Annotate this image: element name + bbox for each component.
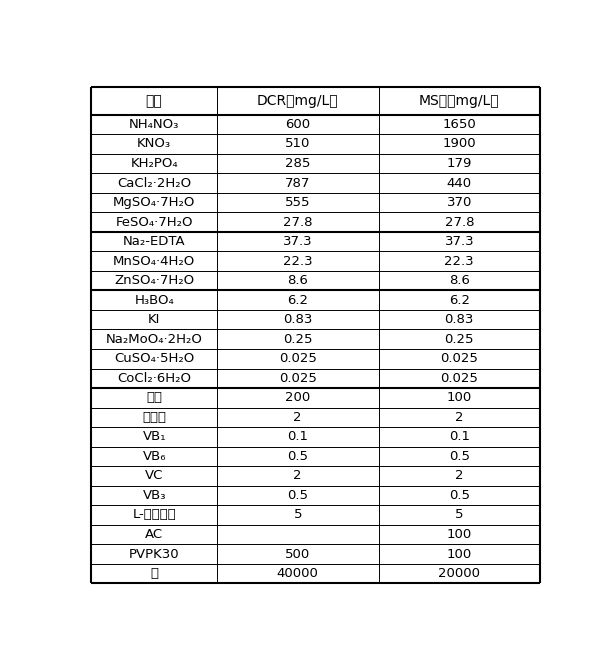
Text: 0.25: 0.25 (445, 333, 474, 346)
Text: 1900: 1900 (442, 137, 476, 151)
Text: 37.3: 37.3 (445, 235, 474, 248)
Text: VB₆: VB₆ (142, 450, 166, 463)
Text: L-半胱氨酸: L-半胱氨酸 (132, 509, 176, 521)
Text: 0.5: 0.5 (287, 450, 308, 463)
Text: 成份: 成份 (146, 94, 163, 108)
Text: CuSO₄·5H₂O: CuSO₄·5H₂O (114, 352, 194, 365)
Text: 8.6: 8.6 (287, 274, 308, 287)
Text: 2: 2 (293, 411, 302, 424)
Text: 0.83: 0.83 (445, 313, 474, 326)
Text: 8.6: 8.6 (449, 274, 470, 287)
Text: ZnSO₄·7H₂O: ZnSO₄·7H₂O (114, 274, 194, 287)
Text: 0.025: 0.025 (440, 372, 478, 384)
Text: 370: 370 (447, 196, 472, 209)
Text: 37.3: 37.3 (283, 235, 312, 248)
Text: 179: 179 (447, 157, 472, 170)
Text: MgSO₄·7H₂O: MgSO₄·7H₂O (113, 196, 195, 209)
Text: 5: 5 (455, 509, 464, 521)
Text: 100: 100 (447, 391, 472, 404)
Text: 285: 285 (285, 157, 310, 170)
Text: 2: 2 (293, 469, 302, 483)
Text: KNO₃: KNO₃ (137, 137, 171, 151)
Text: H₃BO₄: H₃BO₄ (134, 293, 174, 307)
Text: 555: 555 (285, 196, 310, 209)
Text: 22.3: 22.3 (445, 254, 474, 268)
Text: VB₃: VB₃ (142, 489, 166, 502)
Text: KH₂PO₄: KH₂PO₄ (131, 157, 178, 170)
Text: 肌醇: 肌醇 (146, 391, 162, 404)
Text: 500: 500 (285, 548, 310, 560)
Text: MS　（mg/L）: MS （mg/L） (419, 94, 500, 108)
Text: 0.1: 0.1 (449, 430, 470, 444)
Text: 100: 100 (447, 528, 472, 541)
Text: 糖: 糖 (150, 567, 158, 580)
Text: 787: 787 (285, 177, 310, 189)
Text: 0.025: 0.025 (279, 372, 317, 384)
Text: 甘氨酸: 甘氨酸 (142, 411, 166, 424)
Text: DCR（mg/L）: DCR（mg/L） (257, 94, 339, 108)
Text: 1650: 1650 (442, 118, 476, 131)
Text: 6.2: 6.2 (287, 293, 308, 307)
Text: VC: VC (145, 469, 163, 483)
Text: NH₄NO₃: NH₄NO₃ (129, 118, 179, 131)
Text: 0.83: 0.83 (283, 313, 312, 326)
Bar (91, 88, 217, 583)
Text: 510: 510 (285, 137, 310, 151)
Text: 6.2: 6.2 (449, 293, 470, 307)
Text: 600: 600 (285, 118, 310, 131)
Text: 100: 100 (447, 548, 472, 560)
Text: AC: AC (145, 528, 163, 541)
Text: 27.8: 27.8 (283, 216, 312, 228)
Text: 200: 200 (285, 391, 310, 404)
Bar (217, 88, 378, 583)
Text: 0.025: 0.025 (279, 352, 317, 365)
Text: 22.3: 22.3 (283, 254, 312, 268)
Text: 40000: 40000 (277, 567, 318, 580)
Text: 440: 440 (447, 177, 472, 189)
Text: 0.5: 0.5 (449, 489, 470, 502)
Text: 0.25: 0.25 (283, 333, 312, 346)
Bar (378, 88, 540, 583)
Text: CaCl₂·2H₂O: CaCl₂·2H₂O (117, 177, 191, 189)
Text: FeSO₄·7H₂O: FeSO₄·7H₂O (115, 216, 193, 228)
Text: KI: KI (148, 313, 160, 326)
Text: 0.025: 0.025 (440, 352, 478, 365)
Text: 0.1: 0.1 (287, 430, 308, 444)
Text: 2: 2 (455, 411, 464, 424)
Text: PVPK30: PVPK30 (129, 548, 179, 560)
Text: Na₂-EDTA: Na₂-EDTA (123, 235, 185, 248)
Text: 0.5: 0.5 (287, 489, 308, 502)
Text: 0.5: 0.5 (449, 450, 470, 463)
Text: CoCl₂·6H₂O: CoCl₂·6H₂O (117, 372, 191, 384)
Text: VB₁: VB₁ (142, 430, 166, 444)
Text: Na₂MoO₄·2H₂O: Na₂MoO₄·2H₂O (106, 333, 203, 346)
Text: 5: 5 (293, 509, 302, 521)
Text: MnSO₄·4H₂O: MnSO₄·4H₂O (113, 254, 195, 268)
Text: 2: 2 (455, 469, 464, 483)
Text: 27.8: 27.8 (445, 216, 474, 228)
Text: 20000: 20000 (439, 567, 480, 580)
